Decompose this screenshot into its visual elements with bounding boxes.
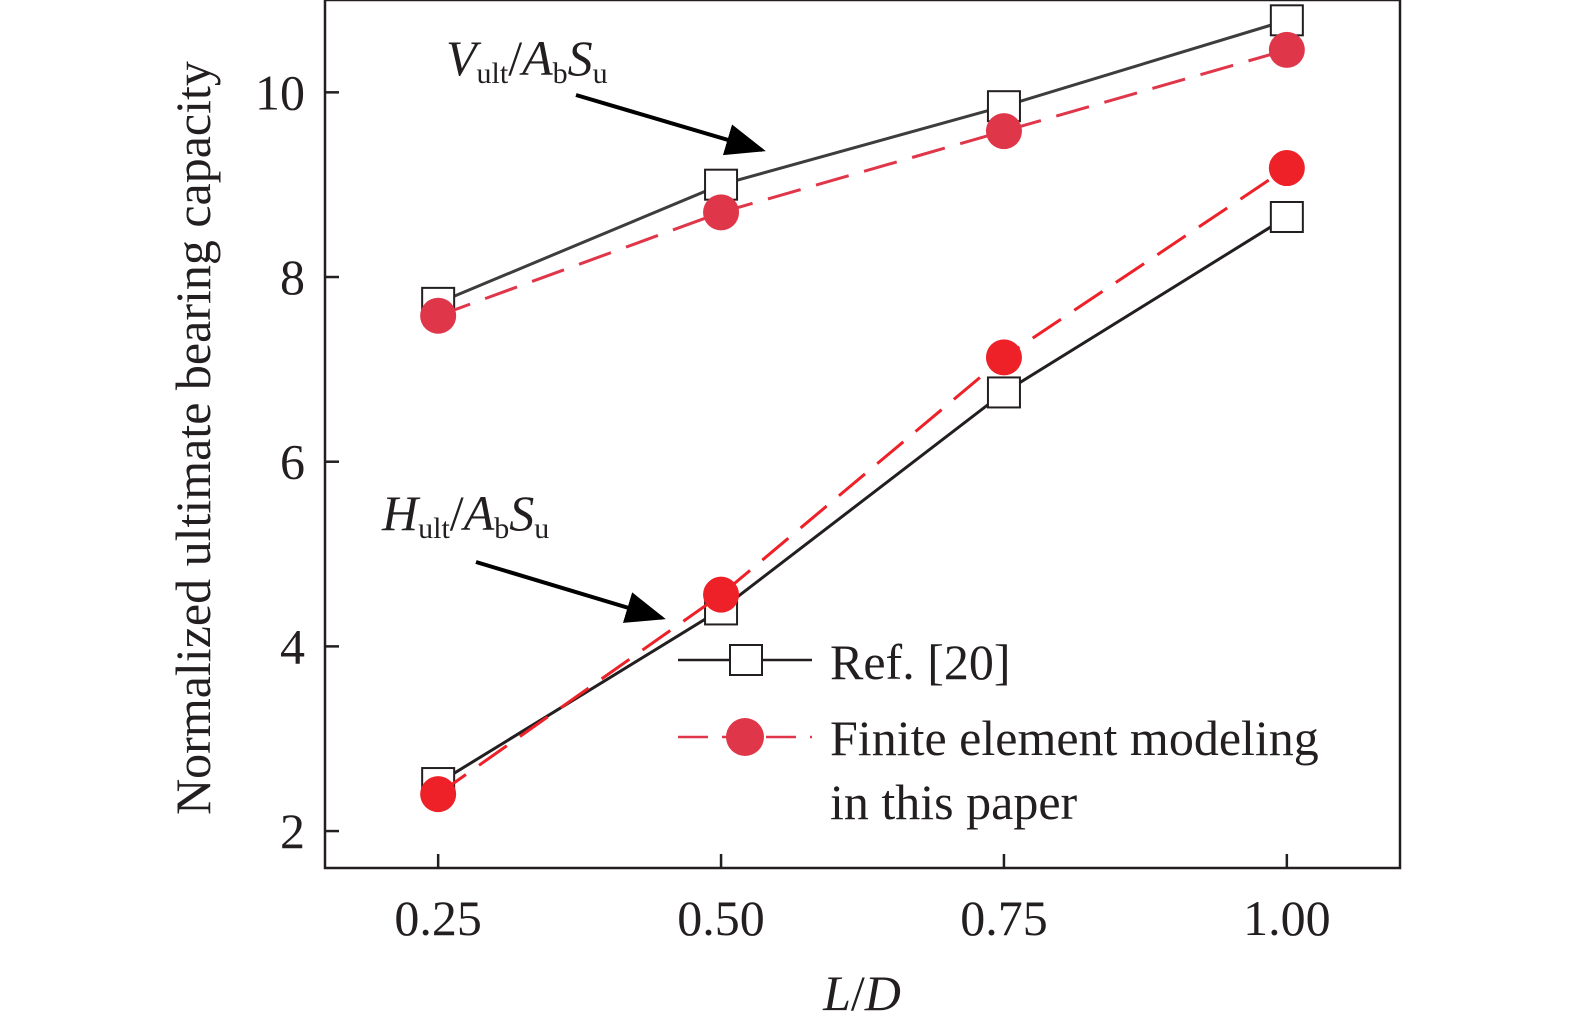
x-axis-title: L/D — [822, 965, 901, 1021]
data-point-square — [1269, 4, 1304, 37]
legend-entry-ref: Ref. [20] — [678, 634, 1011, 690]
series-hult-fem — [420, 150, 1305, 813]
x-tick-label: 0.75 — [960, 890, 1048, 946]
y-tick-label: 8 — [280, 249, 305, 305]
data-point-square — [1269, 201, 1304, 233]
legend-ref-label: Ref. [20] — [830, 634, 1011, 690]
legend-fem-label-line1: Finite element modeling — [830, 710, 1319, 766]
plot-frame — [323, 0, 1402, 870]
series-line — [437, 48, 1288, 318]
series-line — [437, 166, 1288, 796]
y-axis-ticks: 2 4 6 8 10 — [255, 64, 339, 859]
series-line — [437, 18, 1288, 305]
series-vult-fem — [420, 31, 1305, 334]
data-point-circle — [703, 576, 740, 613]
data-point-circle — [420, 776, 457, 813]
y-tick-label: 6 — [280, 434, 305, 490]
legend-entry-fem: Finite element modeling in this paper — [678, 710, 1319, 830]
data-point-circle — [1268, 150, 1305, 187]
legend-ref-square-marker — [729, 644, 763, 676]
x-tick-label: 1.00 — [1243, 890, 1331, 946]
data-point-circle — [1268, 31, 1305, 68]
annotation-hult-arrow — [475, 560, 666, 623]
x-axis-ticks: 0.25 0.50 0.75 1.00 — [394, 854, 1331, 946]
annotation-hult-label: Hult/AbSu — [381, 485, 549, 545]
annotation-hult: Hult/AbSu — [381, 485, 666, 623]
annotation-vult: Vult/AbSu — [446, 30, 766, 156]
data-point-circle — [703, 194, 740, 231]
series-vult-ref — [421, 4, 1304, 319]
y-tick-label: 2 — [280, 803, 305, 859]
annotation-vult-arrow — [575, 93, 766, 156]
x-tick-label: 0.50 — [677, 890, 765, 946]
legend-fem-label-line2: in this paper — [830, 774, 1078, 830]
data-point-circle — [985, 113, 1022, 150]
series-line — [437, 215, 1288, 785]
y-axis-title: Normalized ultimate bearing capacity — [165, 61, 221, 815]
y-tick-label: 10 — [255, 64, 305, 120]
x-tick-label: 0.25 — [394, 890, 482, 946]
series-hult-ref — [421, 201, 1304, 800]
annotation-vult-label: Vult/AbSu — [446, 30, 608, 90]
legend-fem-circle-marker — [726, 718, 764, 756]
legend: Ref. [20] Finite element modeling in thi… — [678, 634, 1319, 830]
y-tick-label: 4 — [280, 618, 305, 674]
data-point-circle — [420, 297, 457, 334]
series-layer — [420, 4, 1305, 813]
data-point-square — [986, 376, 1021, 409]
data-point-circle — [985, 339, 1022, 376]
